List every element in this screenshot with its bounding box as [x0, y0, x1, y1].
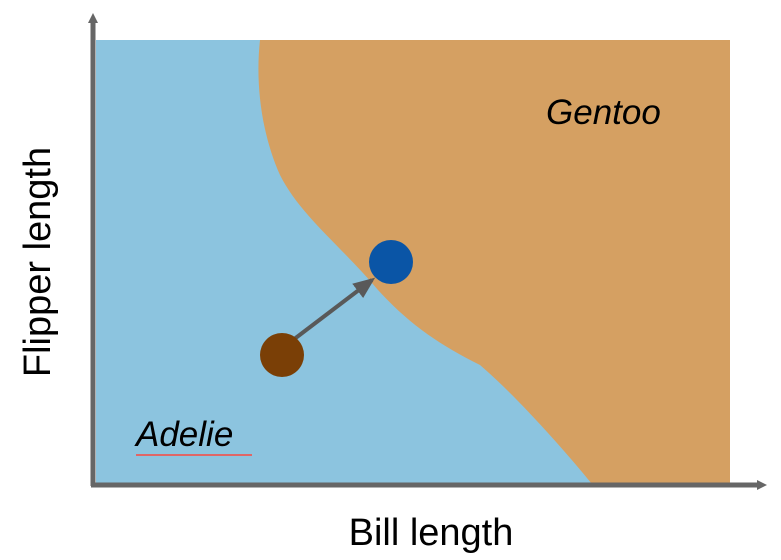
origin-point [260, 333, 304, 377]
y-axis-label: Flipper length [17, 147, 59, 377]
target-point [369, 240, 413, 284]
adelie-label: Adelie [134, 415, 233, 454]
gentoo-label: Gentoo [546, 93, 661, 132]
x-axis-label: Bill length [349, 512, 514, 554]
shift-arrow [291, 277, 376, 342]
gentoo-region [258, 40, 730, 484]
